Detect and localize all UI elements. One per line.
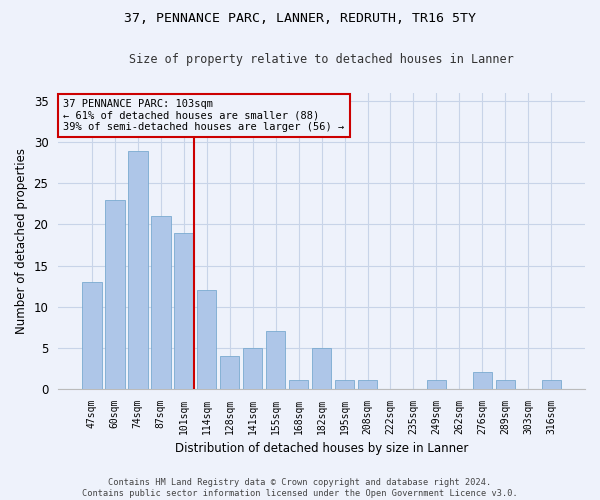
Bar <box>197 290 217 388</box>
Bar <box>266 331 286 388</box>
X-axis label: Distribution of detached houses by size in Lanner: Distribution of detached houses by size … <box>175 442 468 455</box>
Bar <box>427 380 446 388</box>
Bar <box>174 232 194 388</box>
Title: Size of property relative to detached houses in Lanner: Size of property relative to detached ho… <box>129 52 514 66</box>
Bar <box>473 372 492 388</box>
Bar <box>82 282 101 389</box>
Text: 37 PENNANCE PARC: 103sqm
← 61% of detached houses are smaller (88)
39% of semi-d: 37 PENNANCE PARC: 103sqm ← 61% of detach… <box>64 99 344 132</box>
Bar <box>220 356 239 388</box>
Text: Contains HM Land Registry data © Crown copyright and database right 2024.
Contai: Contains HM Land Registry data © Crown c… <box>82 478 518 498</box>
Bar <box>105 200 125 388</box>
Bar <box>243 348 262 389</box>
Bar <box>542 380 561 388</box>
Bar <box>335 380 355 388</box>
Text: 37, PENNANCE PARC, LANNER, REDRUTH, TR16 5TY: 37, PENNANCE PARC, LANNER, REDRUTH, TR16… <box>124 12 476 26</box>
Bar <box>358 380 377 388</box>
Bar <box>128 150 148 388</box>
Bar <box>496 380 515 388</box>
Bar <box>151 216 170 388</box>
Y-axis label: Number of detached properties: Number of detached properties <box>15 148 28 334</box>
Bar <box>289 380 308 388</box>
Bar <box>312 348 331 389</box>
